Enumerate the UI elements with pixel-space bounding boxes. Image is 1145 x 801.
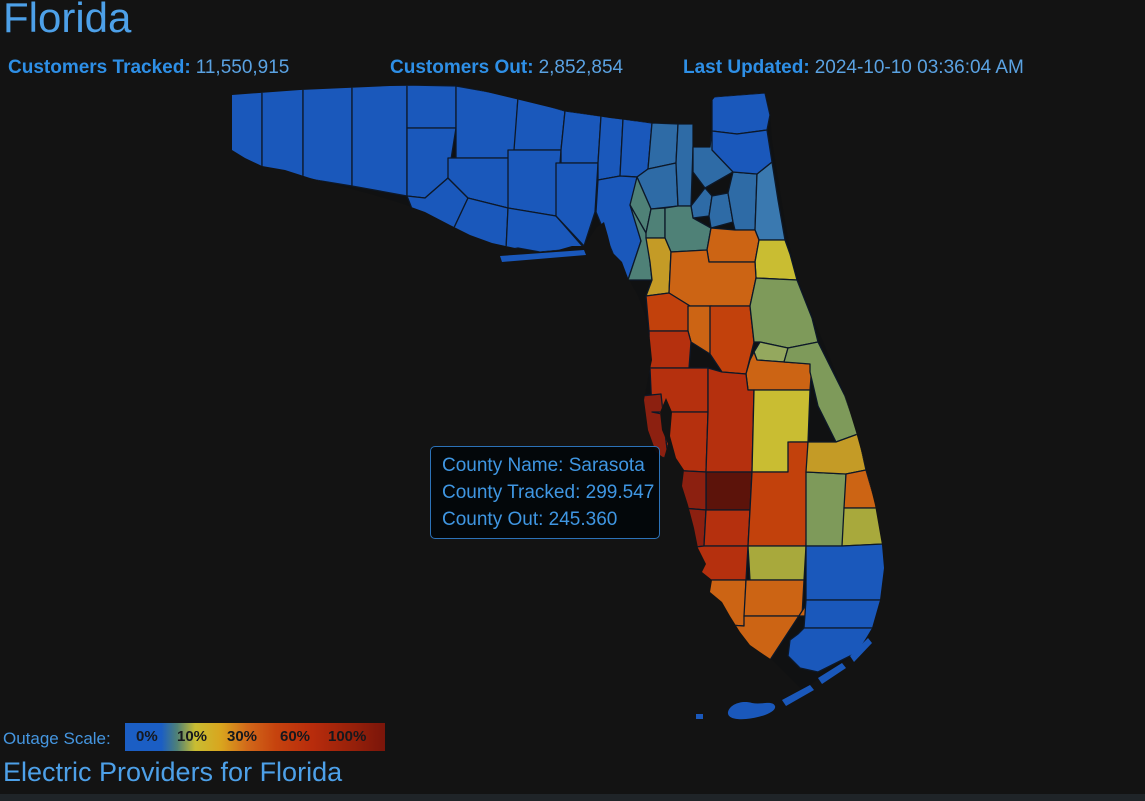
stat-customers-tracked: Customers Tracked: 11,550,915: [8, 57, 289, 79]
island-shape: [727, 702, 776, 720]
county-volusia[interactable]: Volusia: [749, 277, 819, 349]
county-broward[interactable]: Broward: [803, 599, 882, 629]
county-lake[interactable]: Lake: [709, 305, 755, 375]
county-flagler[interactable]: Flagler: [754, 239, 798, 281]
county-leon[interactable]: Leon: [560, 110, 602, 164]
county-charlotte[interactable]: Charlotte: [687, 545, 749, 581]
stat-last-updated-label: Last Updated:: [683, 57, 810, 78]
stat-last-updated: Last Updated: 2024-10-10 03:36:04 AM: [683, 57, 1024, 79]
county-santa-rosa[interactable]: Santa Rosa: [261, 85, 304, 179]
county-hardee[interactable]: Hardee: [705, 471, 753, 511]
island-shape: [500, 250, 586, 262]
stat-customers-out-label: Customers Out:: [390, 57, 534, 78]
tooltip-county-name: County Name: Sarasota: [442, 455, 645, 476]
county-jackson[interactable]: Jackson: [455, 85, 519, 159]
stats-bar: Customers Tracked: 11,550,915 Customers O…: [0, 57, 1145, 81]
county-holmes[interactable]: Holmes: [406, 85, 457, 129]
county-hendry[interactable]: Hendry: [743, 579, 805, 617]
county-sarasota[interactable]: Sarasota: [657, 505, 707, 549]
island-shape: [850, 638, 872, 662]
stat-customers-out-value: 2,852,854: [538, 57, 624, 78]
island-shape: [782, 685, 814, 706]
county-lee[interactable]: Lee: [699, 579, 747, 627]
stat-customers-out: Customers Out: 2,852,854: [390, 57, 623, 79]
county-madison[interactable]: Madison: [619, 118, 653, 178]
stat-last-updated-value: 2024-10-10 03:36:04 AM: [814, 57, 1024, 78]
island-shape: [696, 714, 703, 719]
county-desoto[interactable]: DeSoto: [703, 509, 751, 547]
county-liberty[interactable]: Liberty: [507, 149, 562, 217]
county-escambia[interactable]: Escambia: [215, 86, 263, 173]
county-nassau[interactable]: Nassau: [711, 92, 771, 135]
county-st-lucie[interactable]: St. Lucie: [843, 469, 878, 509]
county-polk[interactable]: Polk: [705, 367, 755, 473]
county-gadsden[interactable]: Gadsden: [513, 96, 566, 151]
county-martin[interactable]: Martin: [841, 507, 884, 547]
county-duval[interactable]: Duval: [711, 129, 773, 175]
county-glades[interactable]: Glades: [747, 545, 807, 581]
county-jefferson[interactable]: Jefferson: [597, 115, 624, 181]
outage-scale-label: Outage Scale:: [3, 729, 111, 748]
outage-scale: Outage Scale: 0% 10% 30% 60% 100%: [0, 721, 1145, 753]
outage-scale-bar: 0% 10% 30% 60% 100%: [125, 723, 385, 751]
tooltip-county-tracked: County Tracked: 299.547: [442, 482, 655, 503]
county-palm-beach[interactable]: Palm Beach: [805, 543, 886, 601]
providers-heading: Electric Providers for Florida: [3, 757, 343, 787]
county-hernando[interactable]: Hernando: [648, 330, 692, 369]
bottom-divider: [0, 794, 1145, 801]
scale-tick-10: 10%: [177, 728, 208, 745]
page-title: Florida: [3, 0, 132, 41]
county-clay[interactable]: Clay: [727, 171, 758, 231]
county-sumter[interactable]: Sumter: [687, 305, 713, 355]
county-columbia[interactable]: Columbia: [675, 123, 694, 207]
county-putnam[interactable]: Putnam: [706, 227, 760, 263]
scale-tick-30: 30%: [227, 728, 258, 745]
county-hamilton[interactable]: Hamilton: [647, 122, 679, 170]
scale-tick-0: 0%: [136, 728, 158, 745]
stat-customers-tracked-label: Customers Tracked:: [8, 57, 191, 78]
county-okeechobee[interactable]: Okeechobee: [805, 471, 847, 547]
stat-customers-tracked-value: 11,550,915: [195, 57, 290, 78]
county-walton[interactable]: Walton: [351, 85, 408, 197]
map-tooltip: County Name: Sarasota County Tracked: 29…: [430, 446, 660, 539]
county-okaloosa[interactable]: Okaloosa: [302, 85, 353, 187]
county-manatee[interactable]: Manatee: [657, 469, 707, 511]
scale-tick-60: 60%: [280, 728, 311, 745]
tooltip-county-out: County Out: 245.360: [442, 509, 618, 530]
scale-tick-100: 100%: [328, 728, 367, 745]
island-shape: [818, 663, 846, 684]
